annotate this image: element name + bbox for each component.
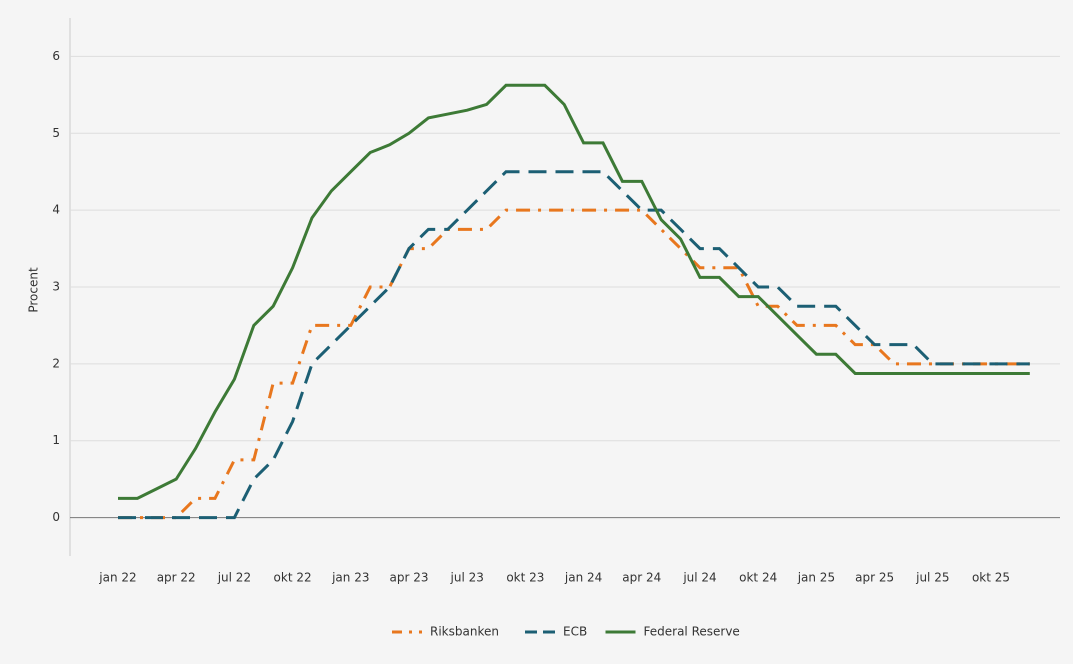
line [118, 208, 1030, 520]
x-tick-label: jan 24 [564, 571, 602, 585]
y-tick-label: 4 [52, 203, 60, 217]
line [118, 170, 1030, 520]
y-tick-label: 5 [52, 126, 60, 140]
x-tick-label: okt 23 [506, 571, 544, 585]
x-tick-label: jan 22 [98, 571, 136, 585]
x-tick-label: jul 22 [217, 571, 251, 585]
legend-label: Riksbanken [430, 625, 499, 639]
legend-label: Federal Reserve [644, 625, 740, 639]
x-tick-label: okt 24 [739, 571, 777, 585]
x-tick-label: jan 23 [331, 571, 369, 585]
x-tick-label: apr 22 [157, 571, 196, 585]
legend-label: ECB [563, 625, 587, 639]
x-tick-label: apr 24 [622, 571, 661, 585]
x-tick-label: jul 24 [682, 571, 716, 585]
x-tick-label: okt 22 [274, 571, 312, 585]
x-tick-label: jul 25 [915, 571, 949, 585]
y-tick-label: 1 [52, 433, 60, 447]
x-tick-label: jul 23 [450, 571, 484, 585]
y-tick-label: 0 [52, 510, 60, 524]
x-tick-label: apr 23 [390, 571, 429, 585]
line [118, 83, 1030, 500]
y-tick-label: 3 [52, 280, 60, 294]
y-axis-label: Procent [27, 267, 41, 313]
x-tick-label: jan 25 [797, 571, 835, 585]
y-tick-label: 2 [52, 356, 60, 370]
x-tick-label: apr 25 [855, 571, 894, 585]
x-tick-label: okt 25 [972, 571, 1010, 585]
y-tick-label: 6 [52, 49, 60, 63]
